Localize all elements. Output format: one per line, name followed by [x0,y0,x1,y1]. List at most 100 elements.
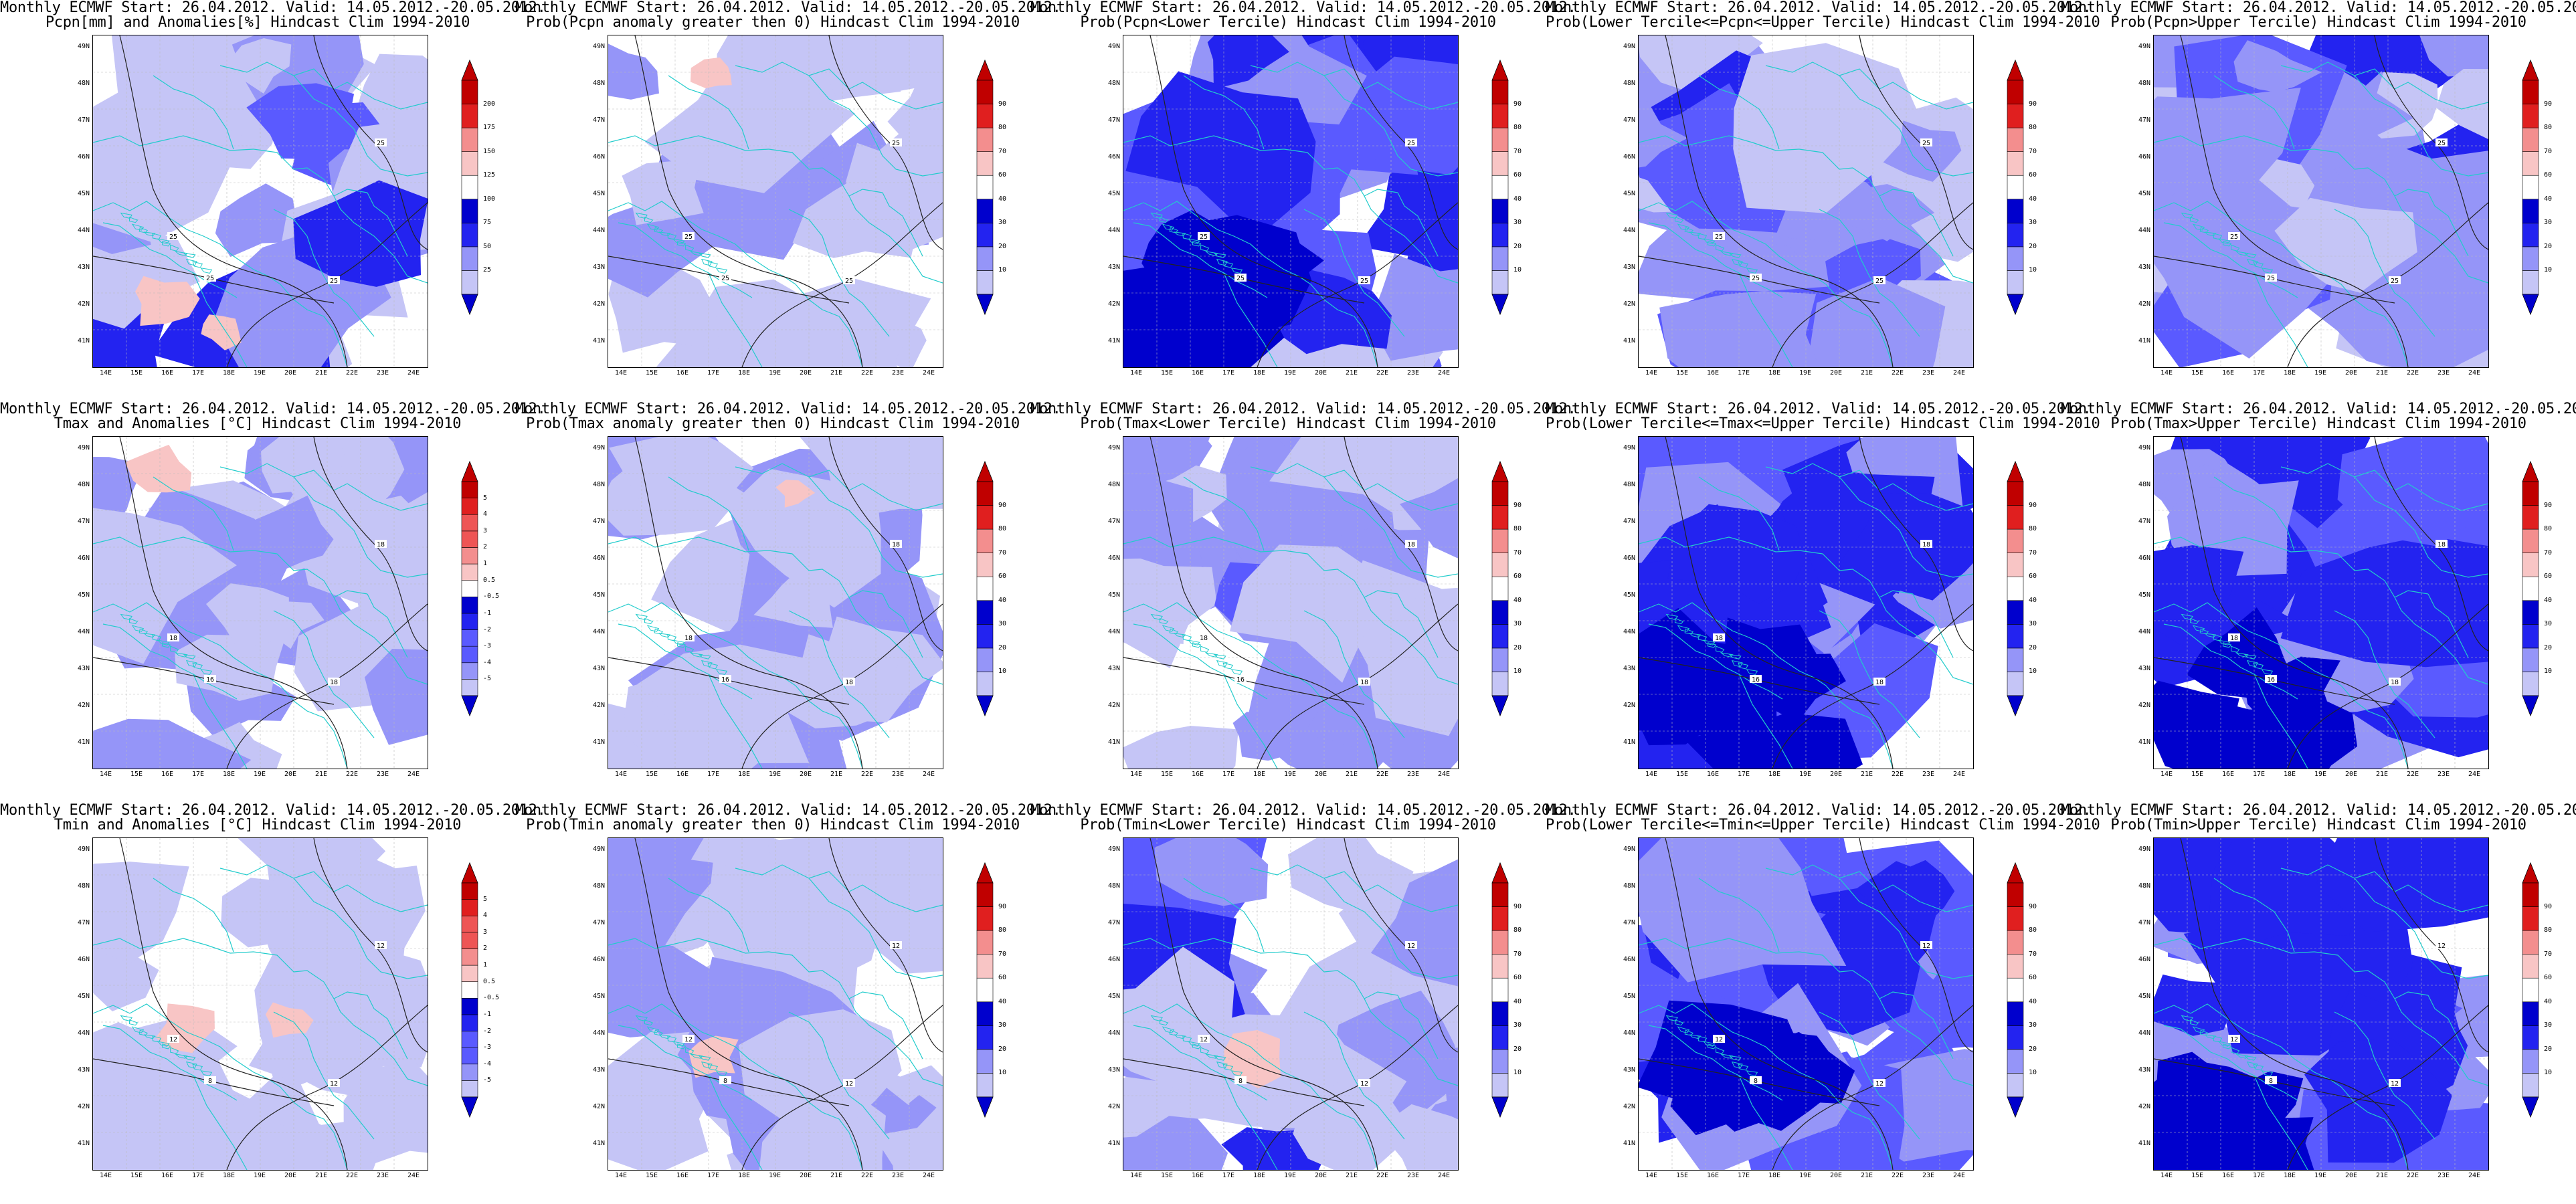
longitude-label: 20E [1314,1172,1327,1179]
colorbar-label: 40 [1513,596,1522,604]
colorbar-label: 2 [483,543,488,551]
colorbar [1491,862,1509,1118]
forecast-panel: Monthly ECMWF Start: 26.04.2012. Valid: … [0,803,546,1204]
latitude-label: 41N [77,1140,90,1147]
longitude-label: 19E [1799,369,1812,377]
colorbar-label: -5 [483,1076,492,1084]
contour-label: 18 [377,541,385,548]
contour-label: 16 [206,676,214,684]
longitude-label: 18E [737,771,751,778]
colorbar-label: 10 [998,266,1007,274]
colorbar [2007,862,2024,1118]
latitude-label: 46N [2138,555,2150,562]
longitude-label: 19E [2314,369,2327,377]
panel-title-line1: Monthly ECMWF Start: 26.04.2012. Valid: … [1030,802,1576,819]
latitude-label: 49N [1623,43,1635,50]
latitude-label: 44N [2138,227,2150,234]
colorbar-label: 60 [2029,974,2037,982]
colorbar-label: 80 [2544,124,2553,132]
latitude-label: 49N [1623,845,1635,853]
colorbar-label: -3 [483,642,492,650]
latitude-label: 41N [592,738,605,746]
map-area: 18 18 16 18 [608,436,943,769]
forecast-panel: Monthly ECMWF Start: 26.04.2012. Valid: … [515,0,1061,401]
longitude-label: 18E [2283,771,2296,778]
longitude-label: 18E [1253,1172,1266,1179]
contour-label: 12 [2230,1036,2238,1043]
colorbar-label: 90 [1513,501,1522,509]
panel-title-line2: Prob(Pcpn<Lower Tercile) Hindcast Clim 1… [1080,14,1496,31]
panel-title-line1: Monthly ECMWF Start: 26.04.2012. Valid: … [515,401,1061,417]
longitude-label: 17E [191,771,205,778]
colorbar [976,862,994,1118]
contour-label: 18 [169,635,177,642]
longitude-label: 24E [1952,369,1966,377]
longitude-label: 22E [860,771,874,778]
latitude-label: 44N [2138,628,2150,635]
longitude-label: 20E [799,771,812,778]
longitude-label: 23E [891,771,905,778]
colorbar-label: 80 [2029,926,2037,934]
contour-label: 12 [1200,1036,1208,1043]
longitude-label: 15E [2191,1172,2204,1179]
longitude-label: 23E [891,369,905,377]
longitude-label: 19E [1799,771,1812,778]
latitude-label: 46N [77,555,90,562]
colorbar-label: -4 [483,658,492,666]
colorbar-label: 90 [2029,501,2037,509]
longitude-label: 16E [161,1172,174,1179]
colorbar-label: 80 [1513,926,1522,934]
longitude-label: 18E [737,1172,751,1179]
colorbar-label: 20 [998,242,1007,250]
longitude-label: 14E [1645,771,1658,778]
map-area: 12 12 8 12 [92,837,428,1171]
latitude-label: 47N [77,919,90,926]
colorbar-label: 80 [2029,525,2037,533]
colorbar-label: -5 [483,675,492,683]
longitude-label: 14E [1129,771,1143,778]
colorbar-label: 80 [2544,525,2553,533]
latitude-label: 44N [1623,628,1635,635]
colorbar-label: 40 [2544,997,2553,1005]
longitude-label: 14E [614,1172,628,1179]
longitude-label: 16E [1706,771,1720,778]
colorbar-label: 10 [2029,668,2037,676]
contour-label: 12 [2391,1080,2399,1088]
latitude-label: 43N [2138,1066,2150,1074]
panel-title-line1: Monthly ECMWF Start: 26.04.2012. Valid: … [2061,0,2576,16]
latitude-label: 47N [592,919,605,926]
longitude-label: 23E [2437,369,2450,377]
colorbar-label: 150 [483,147,496,155]
colorbar [1491,59,1509,316]
colorbar-label: 60 [998,974,1007,982]
latitude-label: 42N [1107,300,1120,308]
latitude-label: 48N [77,882,90,890]
panel-title-line1: Monthly ECMWF Start: 26.04.2012. Valid: … [1546,401,2092,417]
colorbar-label: 20 [998,643,1007,651]
latitude-label: 42N [2138,702,2150,709]
longitude-label: 21E [1345,369,1358,377]
latitude-label: 45N [1623,190,1635,197]
longitude-label: 17E [1222,771,1235,778]
colorbar-label: 30 [1513,620,1522,628]
forecast-panel: Monthly ECMWF Start: 26.04.2012. Valid: … [2061,401,2576,803]
colorbar-label: -0.5 [483,593,500,601]
longitude-label: 17E [2252,369,2266,377]
longitude-label: 15E [1160,1172,1174,1179]
contour-label: 12 [1407,942,1415,950]
latitude-label: 45N [592,993,605,1000]
contour-label: 16 [721,676,729,684]
latitude-label: 45N [2138,190,2150,197]
colorbar-label: 1 [483,961,488,969]
colorbar-label: 70 [2029,147,2037,155]
colorbar-label: -3 [483,1043,492,1051]
latitude-label: 44N [1107,227,1120,234]
longitude-label: 20E [2344,771,2358,778]
colorbar-label: 80 [998,926,1007,934]
longitude-label: 24E [2468,369,2481,377]
colorbar [461,460,478,717]
colorbar-label: -1 [483,609,492,617]
colorbar-label: -4 [483,1060,492,1068]
map-area: 25 25 25 25 [1123,35,1459,368]
longitude-label: 22E [345,1172,359,1179]
